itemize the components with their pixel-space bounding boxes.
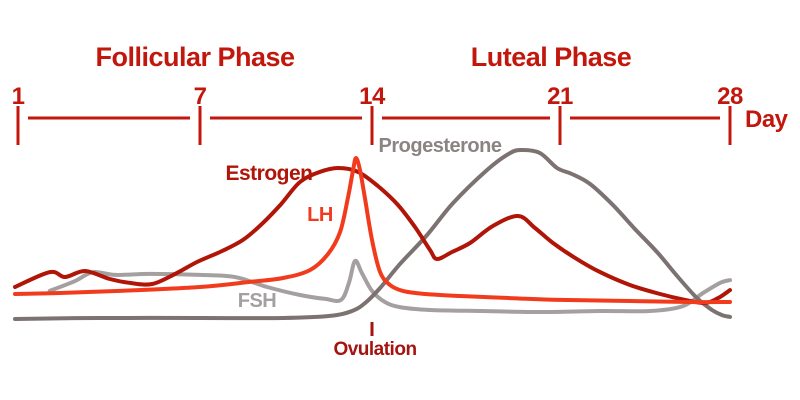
fsh-curve <box>47 258 732 314</box>
fsh-curve-label: FSH <box>237 290 277 312</box>
day-tick-label-28: 28 <box>717 83 743 110</box>
day-tick-label-1: 1 <box>11 83 25 110</box>
luteal-phase-label: Luteal Phase <box>470 42 632 72</box>
ovulation-label: Ovulation <box>333 339 417 360</box>
lh-curve <box>13 156 732 305</box>
follicular-phase-label: Follicular Phase <box>95 42 295 72</box>
day-axis-title: Day <box>745 106 788 133</box>
progesterone-curve-label: Progesterone <box>378 135 502 157</box>
day-tick-label-7: 7 <box>193 83 207 110</box>
estrogen-curve-label: Estrogen <box>225 162 313 185</box>
lh-curve-label: LH <box>307 204 333 226</box>
estrogen-curve <box>13 166 732 306</box>
progesterone-curve <box>13 147 732 321</box>
day-tick-label-14: 14 <box>359 83 385 110</box>
day-tick-label-21: 21 <box>547 83 573 110</box>
